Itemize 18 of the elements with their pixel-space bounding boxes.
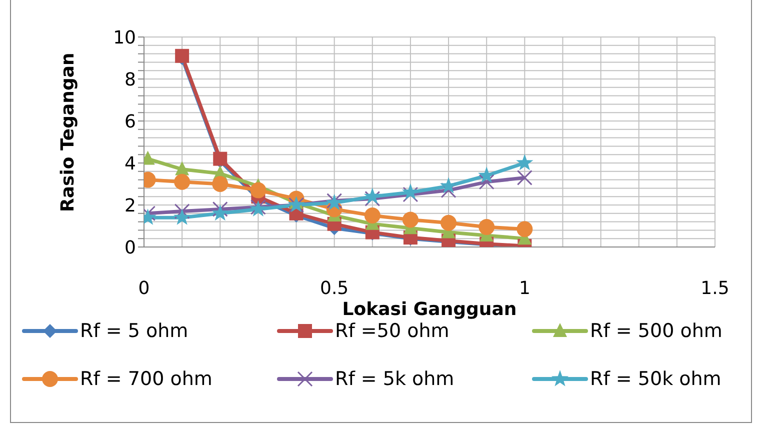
x-tick-label: 1 [518,278,530,299]
y-tick-label: 10 [113,27,136,48]
legend-label: Rf =50 ohm [335,320,450,342]
y-tick-label: 6 [124,111,136,132]
y-tick-label: 2 [124,195,136,216]
y-tick-label: 8 [124,69,136,90]
y-tick-label: 4 [124,153,136,174]
y-tick-label: 0 [124,237,136,258]
y-axis-title: Rasio Tegangan [57,52,78,212]
x-axis-title: Lokasi Gangguan [342,298,517,320]
legend-label: Rf = 5 ohm [80,320,188,342]
x-tick-label: 0.5 [320,278,349,299]
legend-label: Rf = 5k ohm [335,368,454,390]
x-tick-label: 1.5 [700,278,730,299]
legend-label: Rf = 50k ohm [590,368,722,390]
x-tick-label: 0 [138,278,150,299]
legend-label: Rf = 700 ohm [80,368,212,390]
legend-label: Rf = 500 ohm [590,320,722,342]
